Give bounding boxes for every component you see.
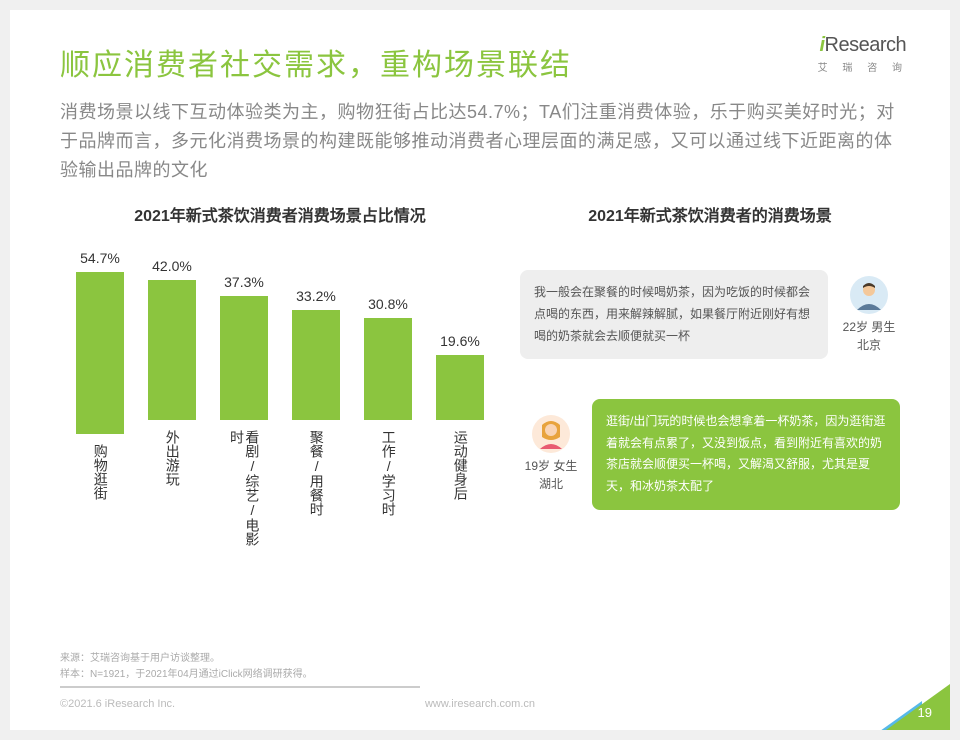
subtitle: 消费场景以线下互动体验类为主，购物狂街占比达54.7%；TA们注重消费体验，乐于… [60, 98, 900, 184]
page-number: 19 [918, 705, 932, 720]
bar-group: 42.0% 外出游玩 [136, 250, 208, 550]
bar-group: 19.6% 运动健身后 [424, 250, 496, 550]
page-title: 顺应消费者社交需求，重构场景联结 [60, 40, 900, 84]
persona-line-1: 19岁 女生 [525, 457, 578, 475]
bar-value-label: 30.8% [368, 296, 408, 312]
footnote-line-1: 来源：艾瑞咨询基于用户访谈整理。 [60, 651, 420, 667]
bar-group: 33.2% 聚餐/用餐时 [280, 250, 352, 550]
persona: 22岁 男生北京 [838, 276, 900, 354]
quote-box: 逛街/出门玩的时候也会想拿着一杯奶茶，因为逛街逛着就会有点累了，又没到饭点，看到… [592, 399, 900, 509]
bar-value-label: 42.0% [152, 258, 192, 274]
bar [220, 296, 268, 420]
persona-line-1: 22岁 男生 [843, 318, 896, 336]
content-row: 2021年新式茶饮消费者消费场景占比情况 54.7% 购物逛街 42.0% 外出游玩 3… [60, 202, 900, 550]
bar-group: 37.3% 看剧/综艺/电影时 [208, 250, 280, 550]
bar [76, 272, 124, 434]
bar [148, 280, 196, 420]
chart-title: 2021年新式茶饮消费者消费场景占比情况 [60, 202, 500, 226]
bar-category-label: 工作/学习时 [380, 430, 395, 550]
avatar-icon [532, 415, 570, 453]
persona-line-2: 湖北 [539, 475, 563, 493]
quotes-panel: 2021年新式茶饮消费者的消费场景 我一般会在聚餐的时候喝奶茶，因为吃饭的时候都… [520, 202, 900, 550]
bar [292, 310, 340, 421]
bar-chart: 54.7% 购物逛街 42.0% 外出游玩 37.3% 看剧/综艺/电影时 33.2% 聚餐/… [60, 250, 500, 550]
footnote-line-2: 样本：N=1921，于2021年04月通过iClick网络调研获得。 [60, 667, 420, 683]
footnote: 来源：艾瑞咨询基于用户访谈整理。 样本：N=1921，于2021年04月通过iC… [60, 651, 420, 688]
bar-group: 30.8% 工作/学习时 [352, 250, 424, 550]
bar-group: 54.7% 购物逛街 [64, 250, 136, 550]
bar-category-label: 购物逛街 [92, 444, 107, 550]
bar-category-label: 运动健身后 [452, 430, 467, 550]
url: www.iresearch.com.cn [425, 698, 535, 710]
avatar-icon [850, 276, 888, 314]
bar-value-label: 19.6% [440, 333, 480, 349]
quote-box: 我一般会在聚餐的时候喝奶茶，因为吃饭的时候都会点喝的东西，用来解辣解腻，如果餐厅… [520, 270, 828, 359]
persona: 19岁 女生湖北 [520, 415, 582, 493]
bar-category-label: 外出游玩 [164, 430, 179, 550]
bar [436, 355, 484, 420]
bar-value-label: 33.2% [296, 288, 336, 304]
quote-row: 我一般会在聚餐的时候喝奶茶，因为吃饭的时候都会点喝的东西，用来解辣解腻，如果餐厅… [520, 270, 900, 359]
bar-value-label: 37.3% [224, 274, 264, 290]
bar-category-label: 聚餐/用餐时 [308, 430, 323, 550]
quotes-list: 我一般会在聚餐的时候喝奶茶，因为吃饭的时候都会点喝的东西，用来解辣解腻，如果餐厅… [520, 270, 900, 509]
logo: iResearch 艾 瑞 咨 询 [818, 34, 908, 74]
bar-category-label: 看剧/综艺/电影时 [229, 430, 260, 550]
logo-sub: 艾 瑞 咨 询 [818, 59, 908, 74]
bar-chart-panel: 2021年新式茶饮消费者消费场景占比情况 54.7% 购物逛街 42.0% 外出游玩 3… [60, 202, 500, 550]
slide: iResearch 艾 瑞 咨 询 顺应消费者社交需求，重构场景联结 消费场景以… [10, 10, 950, 730]
right-title: 2021年新式茶饮消费者的消费场景 [520, 202, 900, 226]
quote-row: 19岁 女生湖北逛街/出门玩的时候也会想拿着一杯奶茶，因为逛街逛着就会有点累了，… [520, 399, 900, 509]
bar-value-label: 54.7% [80, 250, 120, 266]
logo-main: iResearch [818, 34, 908, 57]
bar [364, 318, 412, 421]
persona-line-2: 北京 [857, 336, 881, 354]
copyright: ©2021.6 iResearch Inc. [60, 698, 175, 710]
